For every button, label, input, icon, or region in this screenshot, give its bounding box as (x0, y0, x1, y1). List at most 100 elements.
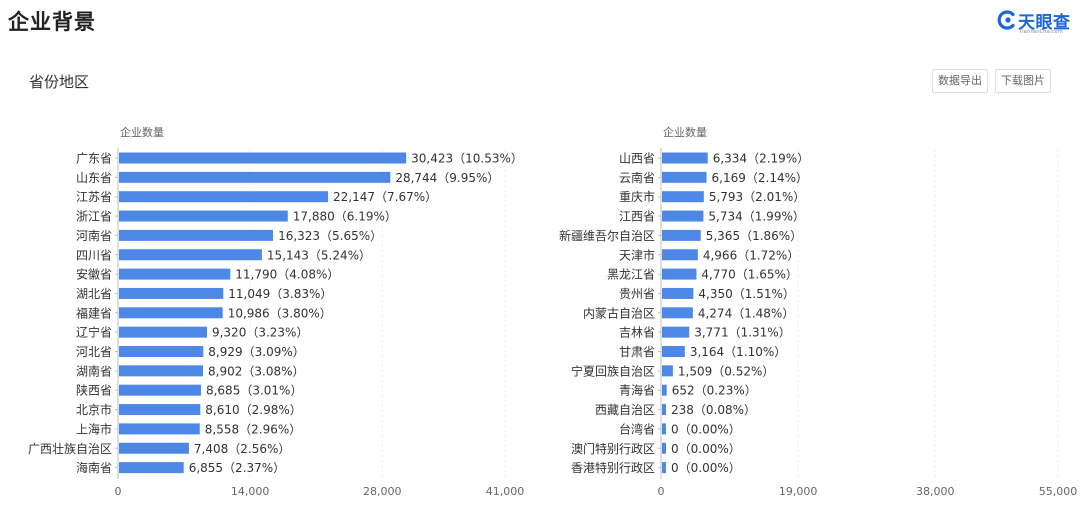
category-label: 广东省 (76, 152, 112, 166)
data-label: 15,143（5.24%） (267, 248, 371, 262)
bar (119, 287, 224, 299)
bar (119, 404, 201, 416)
data-label: 7,408（2.56%） (194, 442, 290, 456)
category-label: 四川省 (76, 248, 112, 262)
category-label: 新疆维吾尔自治区 (559, 228, 655, 243)
category-label: 湖南省 (76, 363, 112, 378)
bar (119, 423, 200, 435)
data-label: 0（0.00%） (671, 461, 741, 475)
data-label: 3,164（1.10%） (690, 345, 786, 359)
category-label: 江西省 (619, 210, 655, 224)
category-label: 黑龙江省 (607, 268, 655, 282)
tick-label: 41,000 (486, 485, 525, 498)
category-label: 澳门特别行政区 (571, 441, 655, 456)
category-label: 吉林省 (619, 326, 655, 340)
category-label: 台湾省 (619, 421, 655, 436)
category-label: 重庆市 (619, 189, 655, 204)
data-label: 10,986（3.80%） (228, 306, 332, 320)
bar (119, 268, 231, 280)
download-image-button[interactable]: 下载图片 (995, 69, 1051, 93)
axis-title: 企业数量 (663, 125, 707, 139)
bar (119, 384, 201, 396)
bar (119, 152, 407, 164)
export-data-button[interactable]: 数据导出 (932, 69, 988, 93)
bar (119, 346, 204, 357)
category-label: 山东省 (76, 171, 112, 185)
category-label: 甘肃省 (619, 345, 655, 359)
data-label: 4,350（1.51%） (698, 287, 794, 301)
logo-subtext: TianYanCha.com (1019, 29, 1063, 35)
tick-label: 19,000 (779, 485, 818, 498)
category-label: 辽宁省 (76, 325, 112, 340)
category-label: 天津市 (619, 247, 655, 262)
category-label: 广西壮族自治区 (28, 442, 112, 456)
data-label: 17,880（6.19%） (293, 210, 397, 224)
tianyancha-logo: 天眼查 TianYanCha.com (997, 8, 1073, 36)
bar (662, 404, 666, 416)
bar (119, 326, 207, 338)
tick-label: 0 (115, 485, 122, 498)
data-label: 4,966（1.72%） (703, 248, 799, 262)
bar (662, 152, 708, 164)
tick-label: 55,000 (1039, 485, 1078, 498)
bar (662, 249, 698, 261)
bar (662, 191, 704, 203)
axis-title: 企业数量 (120, 125, 164, 139)
category-label: 香港特别行政区 (571, 460, 655, 475)
logo-mark-icon (997, 10, 1015, 30)
bar (662, 462, 666, 474)
bar (662, 423, 666, 435)
category-label: 河南省 (76, 228, 112, 243)
category-label: 浙江省 (76, 210, 112, 224)
data-label: 11,790（4.08%） (235, 268, 339, 282)
data-label: 9,320（3.23%） (212, 326, 308, 340)
data-label: 28,744（9.95%） (395, 171, 499, 185)
data-label: 8,902（3.08%） (208, 364, 304, 378)
data-label: 3,771（1.31%） (694, 326, 790, 340)
tick-label: 14,000 (231, 485, 270, 498)
data-label: 22,147（7.67%） (333, 190, 437, 204)
bar (662, 384, 667, 396)
data-label: 652（0.23%） (672, 384, 757, 398)
logo-text: 天眼查 (1018, 13, 1071, 33)
bar (662, 287, 694, 299)
bar (119, 210, 288, 222)
bar (119, 171, 391, 183)
data-label: 8,685（3.01%） (206, 384, 302, 398)
data-label: 5,793（2.01%） (709, 190, 805, 204)
category-label: 安徽省 (76, 267, 112, 282)
category-label: 上海市 (76, 421, 112, 436)
tick-label: 38,000 (916, 485, 955, 498)
data-label: 16,323（5.65%） (278, 229, 382, 243)
bar (662, 346, 685, 357)
data-label: 8,929（3.09%） (208, 345, 304, 359)
bar (662, 210, 704, 222)
data-label: 5,734（1.99%） (708, 210, 804, 224)
category-label: 贵州省 (619, 287, 655, 301)
category-label: 宁夏回族自治区 (571, 363, 655, 378)
category-label: 山西省 (619, 152, 655, 166)
data-label: 5,365（1.86%） (706, 229, 802, 243)
category-label: 云南省 (619, 170, 655, 185)
data-label: 8,610（2.98%） (205, 403, 301, 417)
data-label: 30,423（10.53%） (411, 152, 523, 166)
data-label: 238（0.08%） (671, 403, 756, 417)
bar (662, 171, 707, 183)
data-label: 1,509（0.52%） (678, 364, 774, 378)
bar (119, 462, 184, 474)
bar (119, 365, 204, 377)
bar (119, 191, 329, 203)
tick-label: 28,000 (363, 485, 402, 498)
bar (662, 229, 701, 241)
data-label: 4,770（1.65%） (701, 268, 797, 282)
bar (119, 229, 274, 241)
category-label: 北京市 (76, 402, 112, 417)
data-label: 11,049（3.83%） (228, 287, 332, 301)
province-bar-charts: 企业数量 0 14,000 28,000 41,000 广东省 30,423（10.53%）… (28, 125, 1078, 498)
section-title: 省份地区 (29, 73, 90, 91)
data-label: 8,558（2.96%） (205, 422, 301, 436)
data-label: 0（0.00%） (671, 422, 741, 436)
category-label: 西藏自治区 (595, 403, 655, 417)
page-title: 企业背景 (8, 10, 96, 34)
bar (119, 442, 189, 454)
